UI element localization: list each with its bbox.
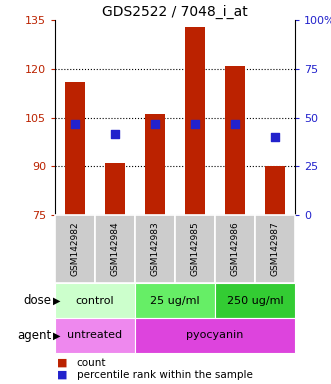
Bar: [215, 215, 255, 283]
Bar: [105, 163, 125, 215]
Point: [112, 131, 118, 137]
Text: control: control: [76, 296, 114, 306]
Bar: [95, 215, 135, 283]
Text: GSM142982: GSM142982: [71, 222, 79, 276]
Bar: [135, 215, 175, 283]
Text: count: count: [77, 358, 106, 368]
Text: 250 ug/ml: 250 ug/ml: [227, 296, 283, 306]
Point: [152, 121, 158, 127]
Point: [232, 121, 238, 127]
Point: [72, 121, 78, 127]
Text: ▶: ▶: [53, 296, 61, 306]
Text: ▶: ▶: [53, 331, 61, 341]
Text: dose: dose: [24, 294, 52, 307]
Bar: [225, 66, 245, 215]
Text: pyocyanin: pyocyanin: [186, 331, 244, 341]
Bar: [215, 283, 295, 318]
Text: 25 ug/ml: 25 ug/ml: [150, 296, 200, 306]
Bar: [135, 318, 295, 353]
Text: GSM142984: GSM142984: [111, 222, 119, 276]
Text: GSM142987: GSM142987: [270, 222, 279, 276]
Point: [192, 121, 198, 127]
Bar: [185, 26, 205, 215]
Text: ■: ■: [57, 358, 68, 368]
Bar: [175, 215, 215, 283]
Bar: [55, 318, 135, 353]
Text: GSM142986: GSM142986: [230, 222, 240, 276]
Text: agent: agent: [18, 329, 52, 342]
Text: GSM142983: GSM142983: [151, 222, 160, 276]
Title: GDS2522 / 7048_i_at: GDS2522 / 7048_i_at: [102, 5, 248, 19]
Bar: [255, 215, 295, 283]
Bar: [265, 166, 285, 215]
Bar: [65, 82, 85, 215]
Point: [272, 134, 278, 140]
Text: GSM142985: GSM142985: [191, 222, 200, 276]
Bar: [145, 114, 165, 215]
Bar: [55, 215, 95, 283]
Bar: [55, 283, 135, 318]
Text: untreated: untreated: [68, 331, 122, 341]
Bar: [135, 283, 215, 318]
Text: percentile rank within the sample: percentile rank within the sample: [77, 370, 253, 380]
Text: ■: ■: [57, 370, 68, 380]
